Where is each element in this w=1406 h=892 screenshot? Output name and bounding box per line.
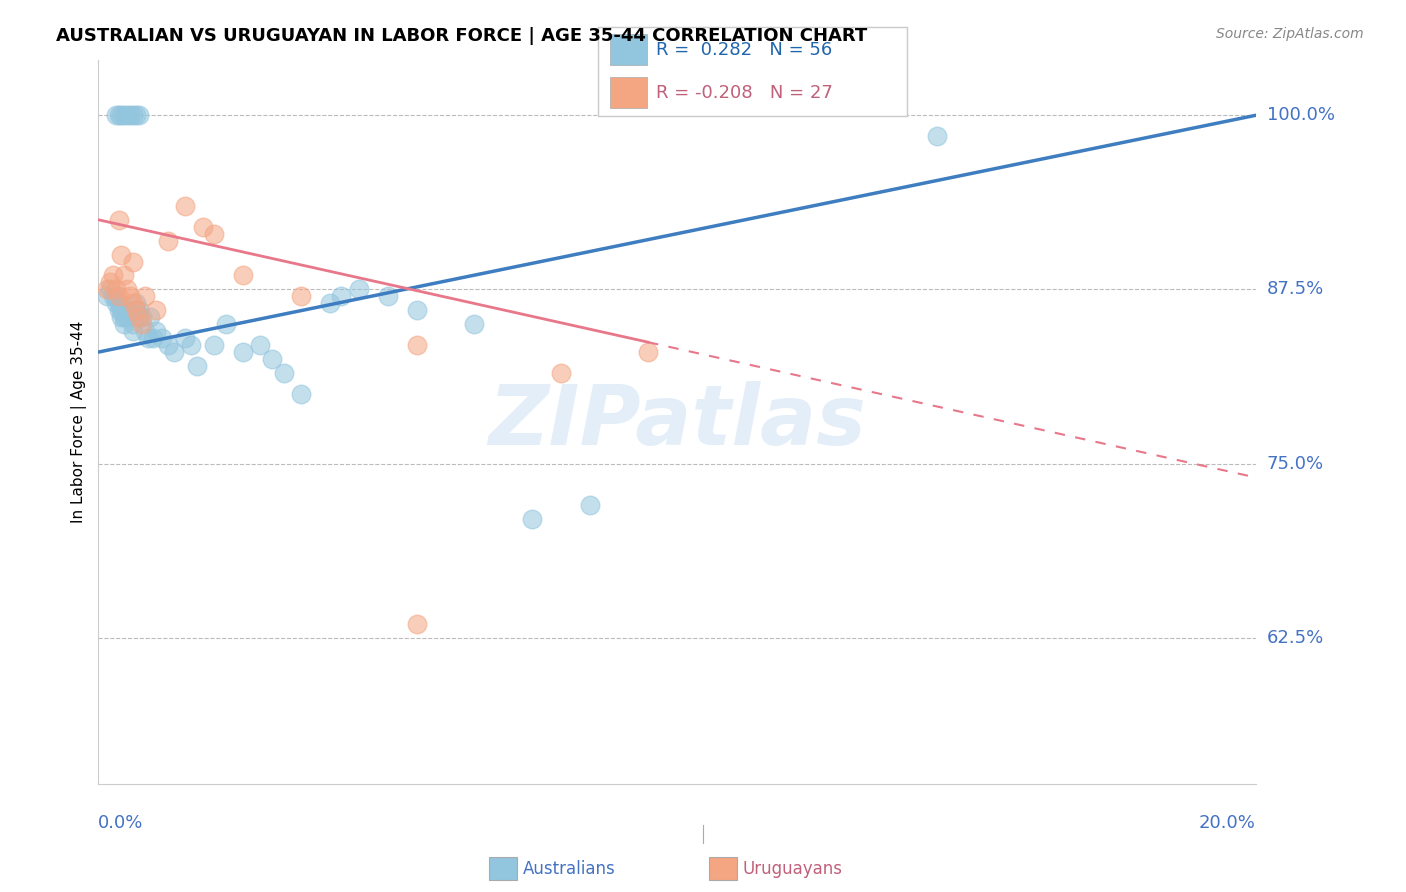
Point <box>290 289 312 303</box>
Point <box>101 268 124 283</box>
Point <box>110 247 132 261</box>
Point <box>290 387 312 401</box>
Point <box>202 338 225 352</box>
Point <box>117 282 139 296</box>
Point <box>156 234 179 248</box>
Point <box>134 324 156 338</box>
Point <box>104 296 127 310</box>
Point <box>550 366 572 380</box>
Point <box>104 108 127 122</box>
Text: AUSTRALIAN VS URUGUAYAN IN LABOR FORCE | AGE 35-44 CORRELATION CHART: AUSTRALIAN VS URUGUAYAN IN LABOR FORCE |… <box>56 27 868 45</box>
Point <box>128 310 150 325</box>
Point <box>186 359 208 373</box>
Point <box>637 345 659 359</box>
Point <box>260 352 283 367</box>
Point <box>145 324 167 338</box>
Point <box>112 108 135 122</box>
Text: R =  0.282   N = 56: R = 0.282 N = 56 <box>657 41 832 59</box>
Point <box>319 296 342 310</box>
Point <box>405 616 427 631</box>
Point <box>156 338 179 352</box>
Point <box>96 289 118 303</box>
Point <box>249 338 271 352</box>
Text: Australians: Australians <box>523 860 616 878</box>
Point <box>107 296 129 310</box>
Point <box>107 289 129 303</box>
Text: 20.0%: 20.0% <box>1199 814 1256 832</box>
Point <box>273 366 295 380</box>
Point <box>125 296 148 310</box>
Point <box>347 282 370 296</box>
Point <box>122 324 145 338</box>
Point <box>202 227 225 241</box>
Point <box>214 317 236 331</box>
Point <box>405 338 427 352</box>
Point <box>142 331 165 345</box>
Point <box>122 254 145 268</box>
Point <box>139 310 162 325</box>
Point <box>131 317 153 331</box>
Point <box>110 310 132 325</box>
Point <box>232 268 254 283</box>
Point <box>101 289 124 303</box>
Point <box>174 331 197 345</box>
Point <box>927 129 949 144</box>
Point <box>122 296 145 310</box>
Point <box>128 310 150 325</box>
Point <box>107 303 129 318</box>
Text: R = -0.208   N = 27: R = -0.208 N = 27 <box>657 84 834 102</box>
Point <box>162 345 184 359</box>
Point <box>98 276 121 290</box>
Point <box>112 310 135 325</box>
Point <box>104 289 127 303</box>
Point <box>463 317 485 331</box>
Point <box>96 282 118 296</box>
Text: 100.0%: 100.0% <box>1267 106 1334 124</box>
Text: 87.5%: 87.5% <box>1267 280 1324 299</box>
Point <box>117 303 139 318</box>
Y-axis label: In Labor Force | Age 35-44: In Labor Force | Age 35-44 <box>72 320 87 523</box>
Text: ZIPatlas: ZIPatlas <box>488 381 866 462</box>
FancyBboxPatch shape <box>610 77 647 108</box>
Point <box>377 289 399 303</box>
FancyBboxPatch shape <box>610 34 647 65</box>
Point <box>405 303 427 318</box>
Point <box>134 289 156 303</box>
Text: 75.0%: 75.0% <box>1267 455 1324 473</box>
Point <box>98 282 121 296</box>
Point <box>125 303 148 318</box>
Point <box>131 310 153 325</box>
Point <box>145 303 167 318</box>
Point <box>150 331 173 345</box>
Point <box>112 268 135 283</box>
Text: Uruguayans: Uruguayans <box>742 860 842 878</box>
Point <box>122 317 145 331</box>
Point <box>579 498 602 512</box>
Point <box>191 219 214 234</box>
Point <box>120 289 142 303</box>
Point <box>330 289 353 303</box>
Point <box>117 310 139 325</box>
Point <box>110 108 132 122</box>
Point <box>122 108 145 122</box>
Point <box>117 108 139 122</box>
Point <box>125 108 148 122</box>
Point <box>104 282 127 296</box>
Point <box>174 199 197 213</box>
Point <box>128 303 150 318</box>
Text: Source: ZipAtlas.com: Source: ZipAtlas.com <box>1216 27 1364 41</box>
Point <box>522 512 544 526</box>
Text: 0.0%: 0.0% <box>98 814 143 832</box>
Point <box>110 303 132 318</box>
Point <box>180 338 202 352</box>
Point <box>112 317 135 331</box>
Point <box>232 345 254 359</box>
Point <box>107 212 129 227</box>
Point <box>120 108 142 122</box>
Point <box>107 108 129 122</box>
Point <box>136 331 159 345</box>
Point <box>125 303 148 318</box>
Point <box>128 108 150 122</box>
Text: 62.5%: 62.5% <box>1267 629 1324 647</box>
